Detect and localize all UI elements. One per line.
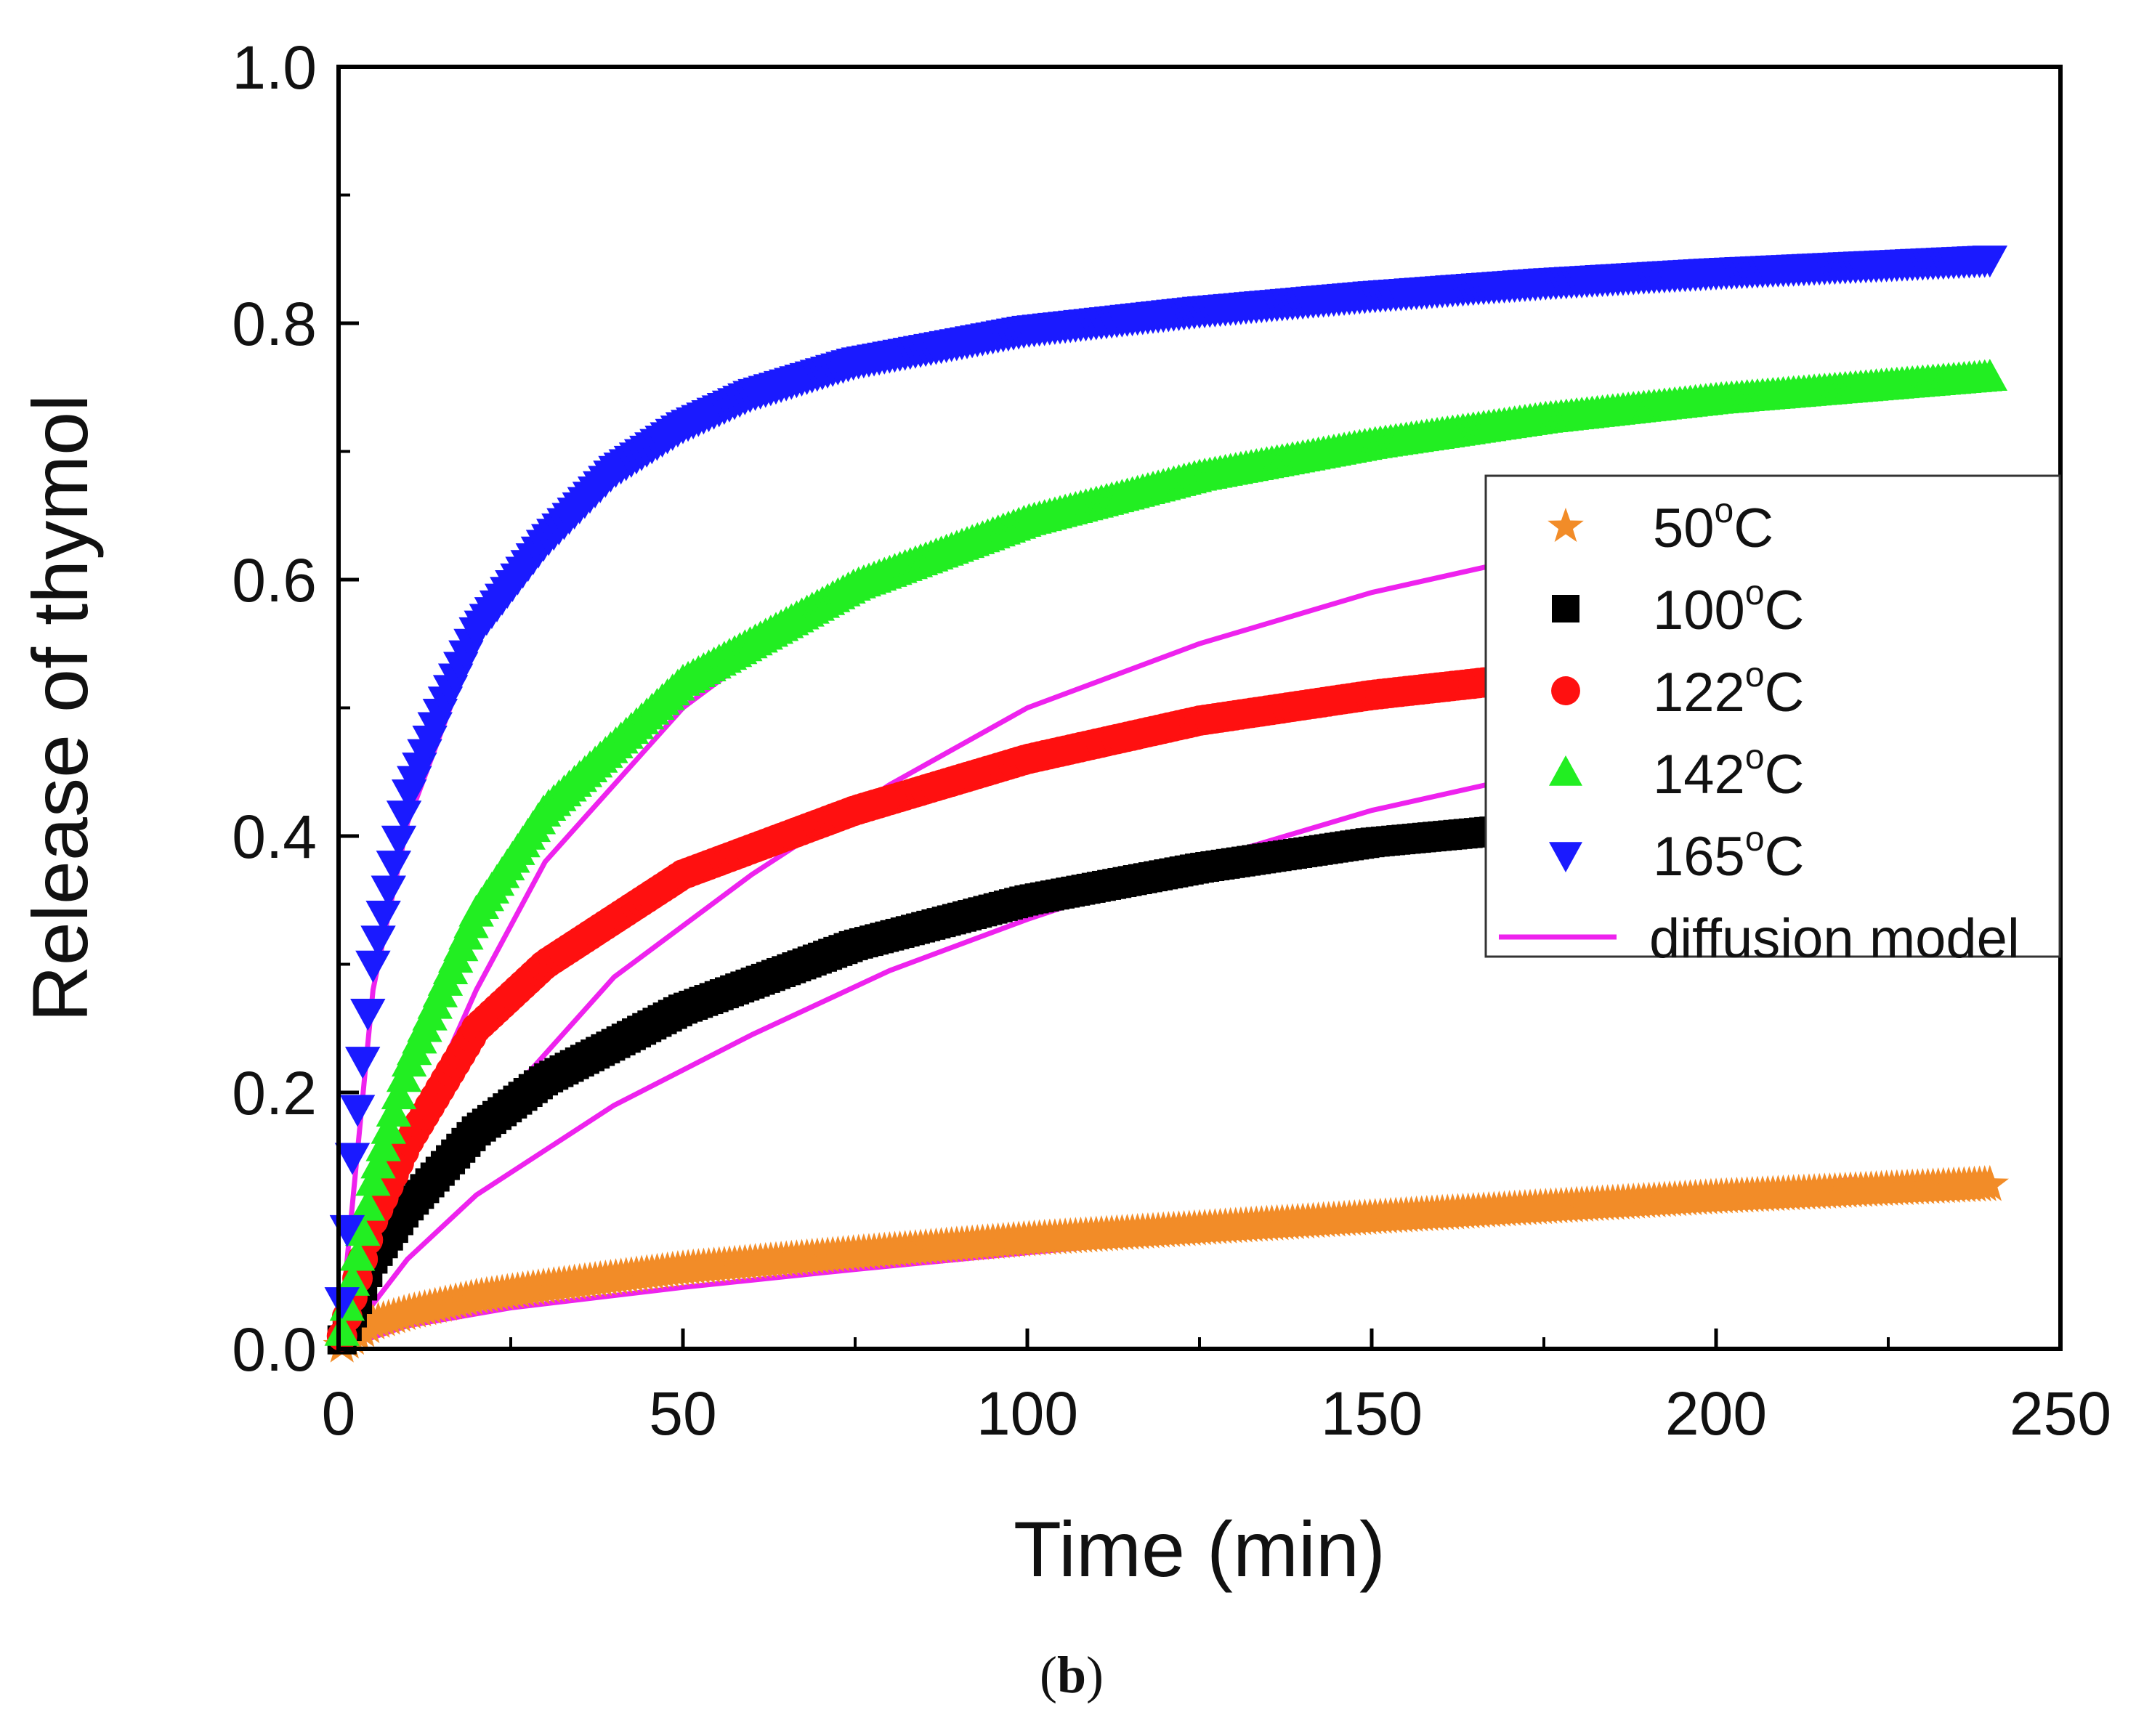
legend-label: 122oC [1653, 656, 1804, 723]
data-point [360, 925, 396, 958]
data-point [381, 825, 417, 858]
data-point [365, 1129, 401, 1161]
legend-label-degree: o [1715, 492, 1734, 530]
legend-label-degree: o [1745, 820, 1765, 859]
data-point [371, 1111, 406, 1144]
data-point [371, 875, 406, 908]
data-point [381, 1077, 417, 1110]
caption-letter: b [1057, 1646, 1086, 1704]
legend-entry: 50oC [1548, 492, 1773, 559]
caption-open-paren: ( [1040, 1646, 1057, 1704]
data-point [1970, 1164, 2009, 1201]
x-tick-label: 200 [1665, 1379, 1767, 1448]
diffusion-model-curve-100 [336, 769, 1545, 1351]
legend-label: 100oC [1653, 574, 1804, 641]
legend-label: 50oC [1653, 492, 1773, 559]
data-point [360, 1146, 396, 1179]
x-tick-label: 0 [322, 1379, 356, 1448]
y-tick-label: 1.0 [232, 33, 317, 102]
y-tick-label: 0.8 [232, 290, 317, 358]
series-142 [324, 359, 2008, 1346]
data-point [324, 1287, 360, 1320]
data-point [334, 1143, 371, 1175]
data-point [386, 800, 422, 833]
data-point [350, 1188, 386, 1221]
legend-label-unit: C [1765, 826, 1805, 888]
x-tick-label: 150 [1321, 1379, 1423, 1448]
legend-entry: 122oC [1551, 656, 1804, 723]
legend-label-unit: C [1765, 662, 1805, 723]
data-point [1972, 246, 2008, 278]
y-tick-label: 0.0 [232, 1315, 317, 1384]
legend-label-value: 50 [1653, 498, 1715, 559]
series-50 [323, 1164, 2009, 1363]
y-tick-label: 0.4 [232, 803, 317, 871]
legend-entry: 100oC [1552, 574, 1804, 641]
legend-entry: diffusion model [1499, 908, 2020, 970]
legend-label: diffusion model [1649, 908, 2020, 970]
data-point [365, 900, 401, 933]
data-point [376, 1094, 412, 1127]
series-100 [327, 815, 1524, 1355]
legend-entry: 142oC [1549, 738, 1804, 806]
legend-label-value: 100 [1653, 580, 1745, 641]
legend-label-value: 122 [1653, 662, 1745, 723]
legend-label-value: diffusion model [1649, 908, 2020, 970]
data-point [355, 950, 391, 983]
legend-box [1484, 474, 2061, 958]
legend-label-unit: C [1765, 744, 1805, 806]
legend-label-value: 165 [1653, 826, 1745, 888]
legend-marker-star [1548, 507, 1584, 543]
data-point [324, 1313, 360, 1346]
legend-label-degree: o [1745, 738, 1765, 776]
x-tick-label: 250 [2010, 1379, 2111, 1448]
tick-labels: 0 50 100 150 200 250 0.0 0.2 0.4 0.6 0.8 1.0 [232, 33, 2111, 1448]
data-point [1972, 359, 2008, 392]
y-tick-label: 0.2 [232, 1059, 317, 1127]
legend-label: 165oC [1653, 820, 1804, 888]
data-point [339, 1095, 376, 1127]
x-tick-label: 100 [976, 1379, 1078, 1448]
x-tick-label: 50 [649, 1379, 716, 1448]
legend-marker-triangle-down [1549, 842, 1582, 873]
legend-label-degree: o [1745, 574, 1765, 612]
legend-entry: 165oC [1549, 820, 1804, 888]
legend-label-value: 142 [1653, 744, 1745, 806]
legend-label-degree: o [1745, 656, 1765, 694]
data-point [344, 1214, 381, 1246]
legend-label-unit: C [1734, 498, 1773, 559]
legend-label-unit: C [1765, 580, 1805, 641]
figure-caption: (b) [1040, 1646, 1104, 1704]
data-point [339, 1238, 376, 1271]
data-point [355, 1164, 391, 1196]
legend-label: 142oC [1653, 738, 1804, 806]
data-point [350, 998, 386, 1031]
legend-marker-circle [1551, 676, 1580, 705]
legend-marker-square [1552, 595, 1579, 622]
data-point [376, 851, 412, 883]
data-point [344, 1047, 381, 1079]
x-axis-title: Time (min) [1014, 1505, 1385, 1593]
legend-marker-triangle-up [1549, 755, 1582, 786]
caption-close-paren: ) [1086, 1646, 1104, 1704]
series-165 [324, 246, 2008, 1320]
y-axis-title: Release of thymol [16, 394, 104, 1022]
y-tick-label: 0.6 [232, 546, 317, 615]
